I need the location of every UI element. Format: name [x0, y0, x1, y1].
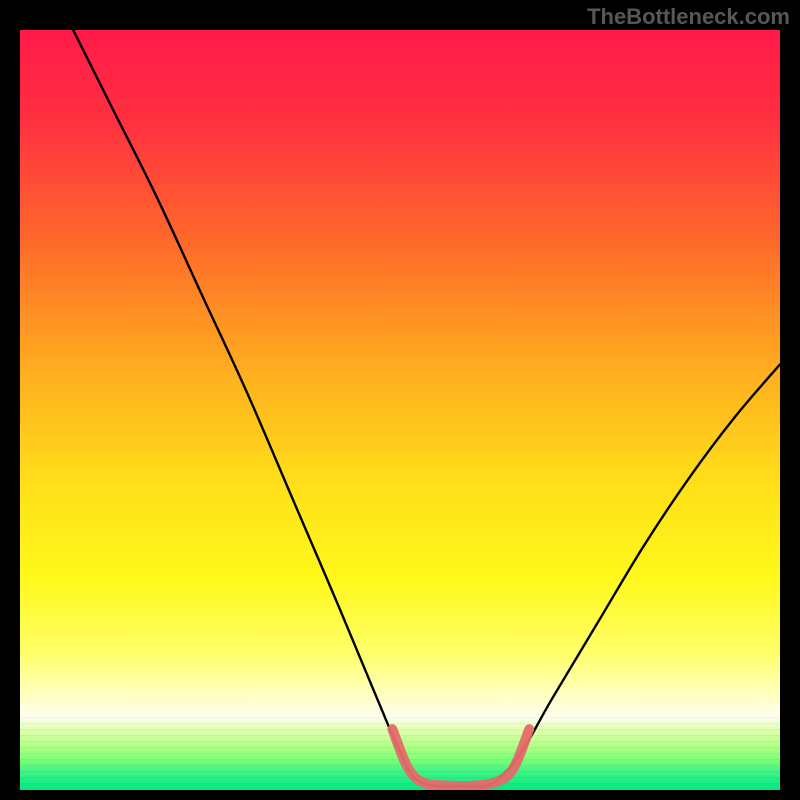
chart-canvas: TheBottleneck.com — [0, 0, 800, 800]
plot-area — [20, 30, 780, 790]
gradient-background — [20, 30, 780, 790]
plot-svg — [20, 30, 780, 790]
watermark-text: TheBottleneck.com — [587, 4, 790, 30]
